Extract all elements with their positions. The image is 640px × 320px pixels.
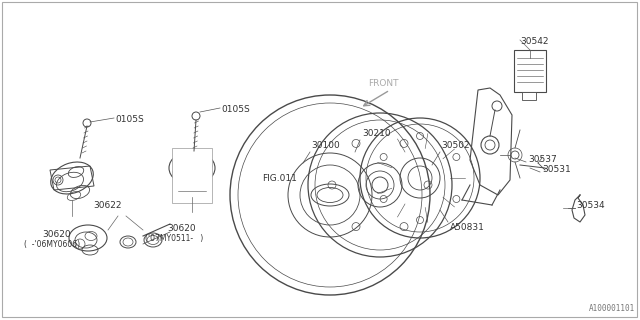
Text: FRONT: FRONT [368,79,399,88]
Text: 30100: 30100 [311,141,340,150]
Text: 30622: 30622 [93,201,122,210]
Bar [522,92,536,100]
Text: (  -'06MY0606): ( -'06MY0606) [24,240,80,249]
Text: A50831: A50831 [450,223,485,232]
Bar [178,185,206,197]
Text: 30537: 30537 [528,156,557,164]
Bar [172,148,212,203]
Text: 0105S: 0105S [115,115,144,124]
Bar [514,50,546,92]
Text: FIG.011: FIG.011 [262,174,297,183]
Text: 30620: 30620 [168,224,196,233]
Text: 30531: 30531 [542,165,571,174]
Text: 30210: 30210 [362,129,390,138]
Text: 30502: 30502 [441,141,470,150]
Text: 30620: 30620 [43,230,71,239]
Text: 30542: 30542 [520,37,548,46]
Text: ('07MY0511-   ): ('07MY0511- ) [145,234,203,243]
Text: A100001101: A100001101 [589,304,635,313]
Text: 30534: 30534 [576,202,605,211]
Text: 0105S: 0105S [221,105,250,114]
